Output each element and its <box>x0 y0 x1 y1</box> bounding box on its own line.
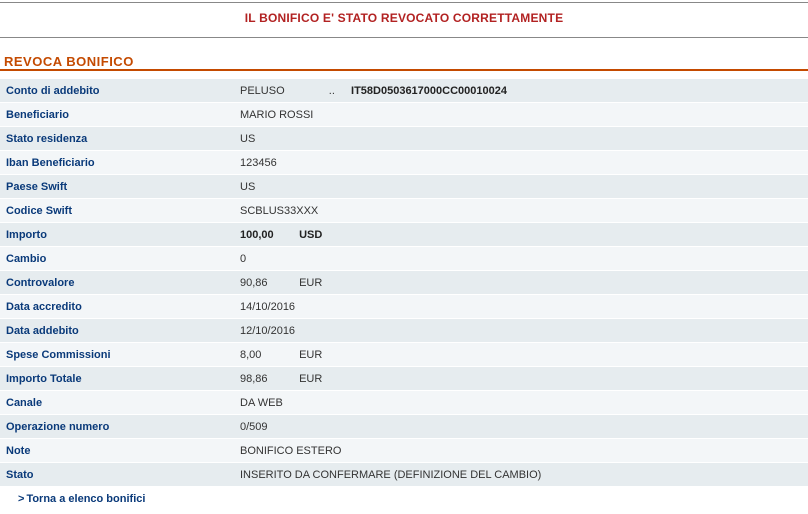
row-controvalore: Controvalore 90,86 EUR <box>0 271 808 295</box>
value-stato-residenza: US <box>240 133 808 145</box>
label-importo-totale: Importo Totale <box>0 373 240 385</box>
value-beneficiario: MARIO ROSSI <box>240 109 808 121</box>
label-beneficiario: Beneficiario <box>0 109 240 121</box>
label-data-addebito: Data addebito <box>0 325 240 337</box>
back-link-text: Torna a elenco bonifici <box>26 493 145 505</box>
spese-commissioni-currency: EUR <box>299 349 322 361</box>
value-stato: INSERITO DA CONFERMARE (DEFINIZIONE DEL … <box>240 469 808 481</box>
back-to-list-link[interactable]: >Torna a elenco bonifici <box>0 487 808 513</box>
label-spese-commissioni: Spese Commissioni <box>0 349 240 361</box>
controvalore-amount: 90,86 <box>240 277 296 289</box>
value-cambio: 0 <box>240 253 808 265</box>
success-banner: IL BONIFICO E' STATO REVOCATO CORRETTAME… <box>0 3 808 35</box>
importo-currency: USD <box>299 229 322 241</box>
value-conto-addebito: PELUSO .. IT58D0503617000CC00010024 <box>240 85 808 97</box>
row-paese-swift: Paese Swift US <box>0 175 808 199</box>
row-conto-addebito: Conto di addebito PELUSO .. IT58D0503617… <box>0 79 808 103</box>
row-spese-commissioni: Spese Commissioni 8,00 EUR <box>0 343 808 367</box>
row-importo: Importo 100,00 USD <box>0 223 808 247</box>
row-stato: Stato INSERITO DA CONFERMARE (DEFINIZION… <box>0 463 808 487</box>
value-iban-beneficiario: 123456 <box>240 157 808 169</box>
row-cambio: Cambio 0 <box>0 247 808 271</box>
label-stato: Stato <box>0 469 240 481</box>
section-title: REVOCA BONIFICO <box>0 52 808 71</box>
label-stato-residenza: Stato residenza <box>0 133 240 145</box>
conto-addebito-name: PELUSO <box>240 85 285 97</box>
label-controvalore: Controvalore <box>0 277 240 289</box>
value-data-accredito: 14/10/2016 <box>240 301 808 313</box>
value-importo: 100,00 USD <box>240 229 808 241</box>
value-operazione-numero: 0/509 <box>240 421 808 433</box>
value-importo-totale: 98,86 EUR <box>240 373 808 385</box>
value-spese-commissioni: 8,00 EUR <box>240 349 808 361</box>
value-paese-swift: US <box>240 181 808 193</box>
value-canale: DA WEB <box>240 397 808 409</box>
row-iban-beneficiario: Iban Beneficiario 123456 <box>0 151 808 175</box>
label-operazione-numero: Operazione numero <box>0 421 240 433</box>
row-data-addebito: Data addebito 12/10/2016 <box>0 319 808 343</box>
label-iban-beneficiario: Iban Beneficiario <box>0 157 240 169</box>
conto-addebito-iban: IT58D0503617000CC00010024 <box>351 85 507 97</box>
row-codice-swift: Codice Swift SCBLUS33XXX <box>0 199 808 223</box>
details-table: Conto di addebito PELUSO .. IT58D0503617… <box>0 79 808 487</box>
row-beneficiario: Beneficiario MARIO ROSSI <box>0 103 808 127</box>
row-operazione-numero: Operazione numero 0/509 <box>0 415 808 439</box>
label-data-accredito: Data accredito <box>0 301 240 313</box>
label-conto-addebito: Conto di addebito <box>0 85 240 97</box>
chevron-right-icon: > <box>18 493 24 505</box>
value-note: BONIFICO ESTERO <box>240 445 808 457</box>
row-note: Note BONIFICO ESTERO <box>0 439 808 463</box>
importo-amount: 100,00 <box>240 229 296 241</box>
importo-totale-currency: EUR <box>299 373 322 385</box>
row-stato-residenza: Stato residenza US <box>0 127 808 151</box>
label-cambio: Cambio <box>0 253 240 265</box>
spese-commissioni-amount: 8,00 <box>240 349 296 361</box>
value-codice-swift: SCBLUS33XXX <box>240 205 808 217</box>
row-data-accredito: Data accredito 14/10/2016 <box>0 295 808 319</box>
label-codice-swift: Codice Swift <box>0 205 240 217</box>
label-importo: Importo <box>0 229 240 241</box>
value-controvalore: 90,86 EUR <box>240 277 808 289</box>
label-canale: Canale <box>0 397 240 409</box>
conto-addebito-mask: .. <box>329 85 335 97</box>
value-data-addebito: 12/10/2016 <box>240 325 808 337</box>
importo-totale-amount: 98,86 <box>240 373 296 385</box>
label-paese-swift: Paese Swift <box>0 181 240 193</box>
row-canale: Canale DA WEB <box>0 391 808 415</box>
row-importo-totale: Importo Totale 98,86 EUR <box>0 367 808 391</box>
controvalore-currency: EUR <box>299 277 322 289</box>
label-note: Note <box>0 445 240 457</box>
